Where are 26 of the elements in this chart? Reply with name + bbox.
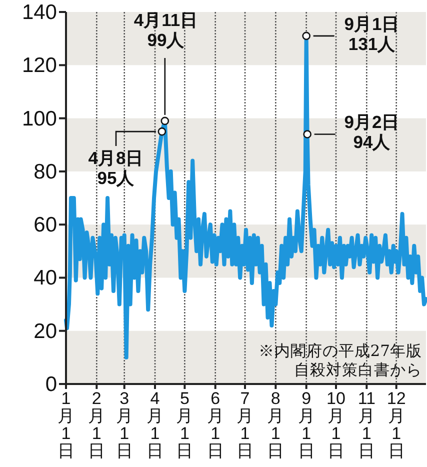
- x-tick-label: 1月1日: [58, 389, 74, 460]
- y-tick-label: 20: [34, 320, 57, 343]
- annotation: 9月1日 131人: [344, 14, 400, 54]
- y-tick-label: 40: [34, 266, 57, 290]
- x-tick-label: 5月1日: [176, 389, 194, 460]
- y-tick-label: 0: [45, 373, 57, 396]
- annotation: 4月8日 95人: [88, 148, 144, 188]
- x-tick-label: 10月1日: [326, 389, 346, 460]
- x-tick-label: 4月1日: [146, 389, 164, 460]
- annotation: 4月11日 99人: [134, 10, 198, 50]
- x-tick-label: 8月1日: [267, 389, 284, 460]
- annotation: 自殺対策白書から: [294, 361, 422, 379]
- annotation: 9月2日 94人: [344, 112, 400, 152]
- annotation: ※内閣府の平成27年版: [258, 342, 422, 360]
- x-tick-label: 6月1日: [206, 389, 224, 460]
- y-tick-label: 60: [34, 214, 57, 237]
- y-tick-label: 140: [22, 1, 57, 24]
- y-tick-label: 100: [22, 107, 57, 130]
- x-tick-label: 2月1日: [88, 389, 106, 460]
- x-tick-label: 11月1日: [358, 389, 376, 460]
- x-tick-label: 3月1日: [116, 389, 133, 460]
- x-tick-label: 9月1日: [298, 389, 315, 460]
- x-tick-label: 7月1日: [236, 389, 254, 460]
- y-tick-label: 120: [22, 54, 57, 78]
- x-tick-label: 12月1日: [386, 389, 406, 460]
- y-tick-label: 80: [34, 160, 57, 184]
